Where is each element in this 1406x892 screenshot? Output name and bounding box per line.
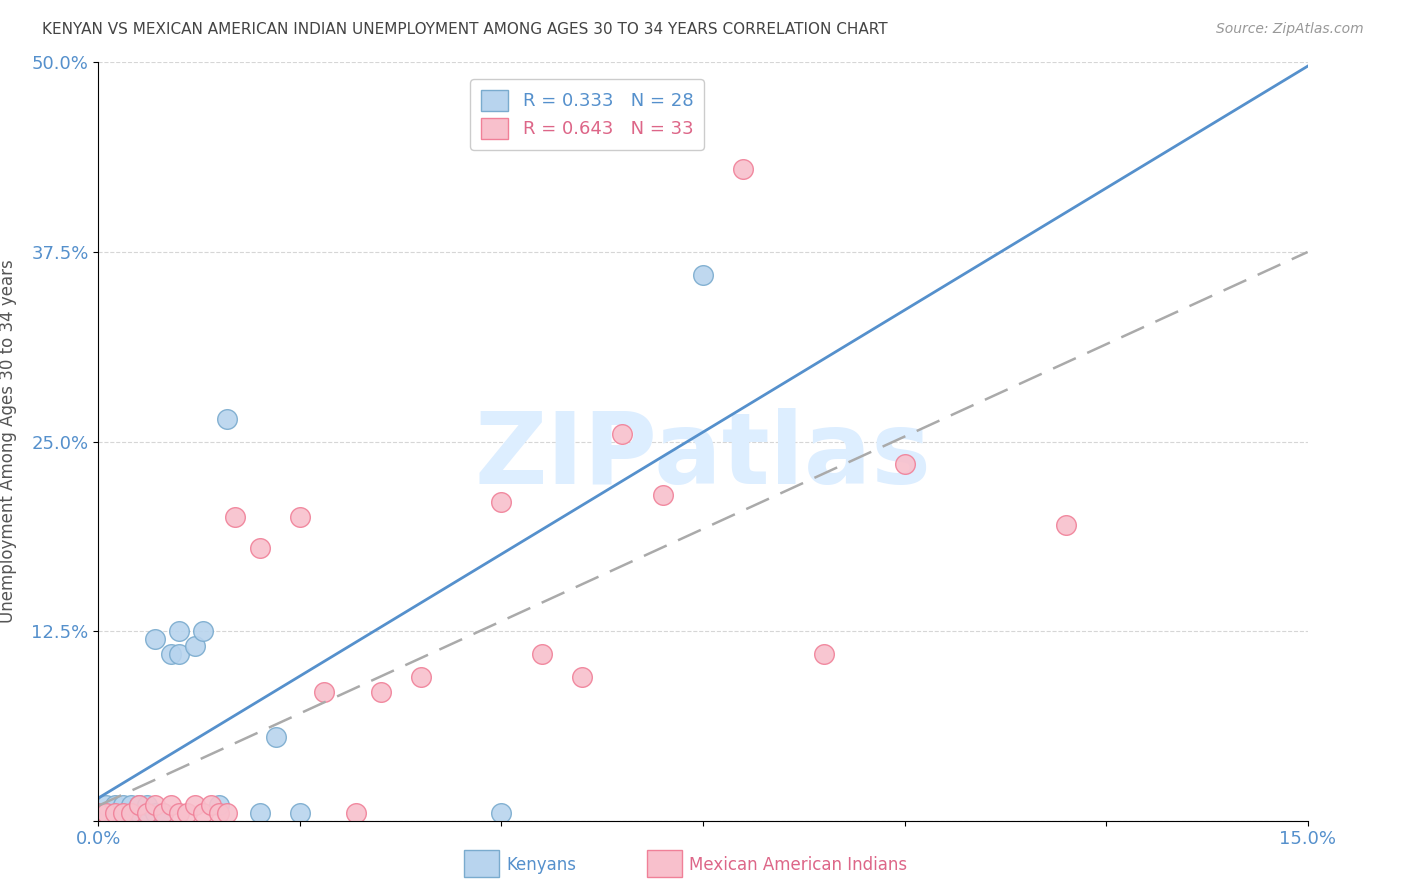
Point	[208, 798, 231, 813]
Point	[160, 647, 183, 661]
Point	[152, 806, 174, 821]
Point	[249, 541, 271, 555]
Point	[193, 624, 215, 639]
Point	[135, 806, 157, 821]
Point	[111, 798, 134, 813]
Point	[184, 639, 207, 653]
Point	[176, 806, 198, 821]
Point	[103, 806, 125, 821]
Point	[224, 510, 246, 524]
Point	[96, 798, 118, 813]
Point	[288, 510, 311, 524]
Point	[128, 798, 150, 813]
Point	[128, 798, 150, 813]
Point	[96, 806, 118, 821]
Point	[530, 647, 553, 661]
Point	[1054, 517, 1077, 532]
Point	[120, 798, 142, 813]
Point	[200, 798, 222, 813]
Point	[135, 798, 157, 813]
Point	[314, 685, 336, 699]
Point	[344, 806, 367, 821]
Text: KENYAN VS MEXICAN AMERICAN INDIAN UNEMPLOYMENT AMONG AGES 30 TO 34 YEARS CORRELA: KENYAN VS MEXICAN AMERICAN INDIAN UNEMPL…	[42, 22, 887, 37]
Point	[249, 806, 271, 821]
Point	[120, 806, 142, 821]
Point	[128, 806, 150, 821]
Point	[651, 487, 673, 501]
Point	[571, 669, 593, 683]
Point	[264, 730, 287, 744]
Point	[491, 806, 513, 821]
Point	[103, 798, 125, 813]
Point	[692, 268, 714, 282]
Point	[893, 458, 915, 472]
Point	[491, 495, 513, 509]
Point	[217, 412, 239, 426]
Text: Source: ZipAtlas.com: Source: ZipAtlas.com	[1216, 22, 1364, 37]
Point	[103, 806, 125, 821]
Point	[143, 632, 166, 646]
Text: ZIPatlas: ZIPatlas	[475, 409, 931, 505]
Y-axis label: Unemployment Among Ages 30 to 34 years: Unemployment Among Ages 30 to 34 years	[0, 260, 17, 624]
Point	[111, 806, 134, 821]
Text: Mexican American Indians: Mexican American Indians	[689, 856, 907, 874]
Point	[167, 647, 190, 661]
Point	[612, 427, 634, 442]
Point	[288, 806, 311, 821]
Point	[813, 647, 835, 661]
Point	[409, 669, 432, 683]
Point	[152, 806, 174, 821]
Point	[184, 798, 207, 813]
Point	[87, 806, 110, 821]
Point	[87, 806, 110, 821]
Point	[135, 806, 157, 821]
Point	[193, 806, 215, 821]
Point	[111, 806, 134, 821]
Point	[167, 624, 190, 639]
Legend: R = 0.333   N = 28, R = 0.643   N = 33: R = 0.333 N = 28, R = 0.643 N = 33	[470, 79, 704, 150]
Point	[167, 806, 190, 821]
Point	[143, 806, 166, 821]
Point	[370, 685, 392, 699]
Point	[217, 806, 239, 821]
Point	[208, 806, 231, 821]
Point	[160, 798, 183, 813]
Point	[120, 806, 142, 821]
Point	[733, 161, 755, 176]
Point	[96, 806, 118, 821]
Point	[143, 798, 166, 813]
Text: Kenyans: Kenyans	[506, 856, 576, 874]
